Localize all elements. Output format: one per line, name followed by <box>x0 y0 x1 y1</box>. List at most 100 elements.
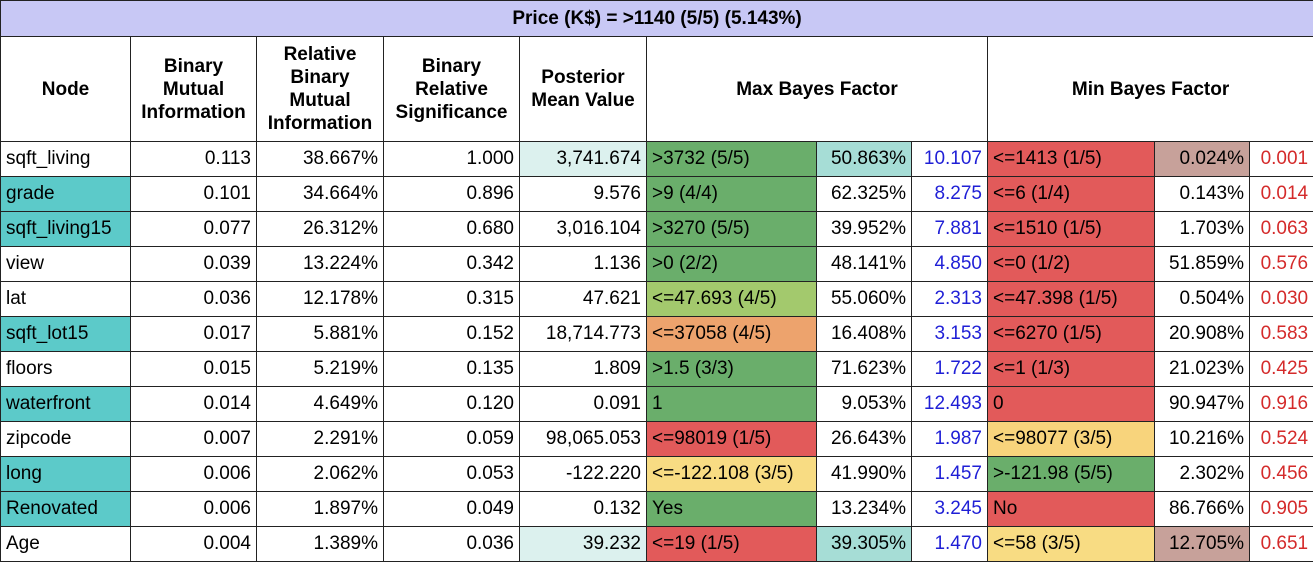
max-bf-cell: 7.881 <box>911 211 988 247</box>
max-pct-cell: 41.990% <box>816 456 912 492</box>
min-bf-cell: 0.905 <box>1248 491 1313 527</box>
min-state-cell: 0 <box>987 386 1155 422</box>
min-state-cell: <=47.398 (1/5) <box>987 281 1155 317</box>
max-bf-cell: 1.722 <box>911 351 988 387</box>
max-state-cell: >3270 (5/5) <box>646 211 817 247</box>
min-state-cell: No <box>987 491 1155 527</box>
table-row: waterfront 0.014 4.649% 0.120 0.091 1 9.… <box>0 386 1313 422</box>
max-bf-cell: 1.987 <box>911 421 988 457</box>
pmv-cell: 0.132 <box>519 491 647 527</box>
max-state-cell: <=37058 (4/5) <box>646 316 817 352</box>
rbmi-cell: 1.389% <box>256 526 384 562</box>
brs-cell: 0.120 <box>383 386 520 422</box>
max-pct-cell: 62.325% <box>816 176 912 212</box>
node-cell: Age <box>0 526 131 562</box>
max-bf-cell: 3.153 <box>911 316 988 352</box>
bmi-cell: 0.113 <box>130 141 257 177</box>
pmv-cell: -122.220 <box>519 456 647 492</box>
max-bf-cell: 1.470 <box>911 526 988 562</box>
node-cell: floors <box>0 351 131 387</box>
node-cell: lat <box>0 281 131 317</box>
min-pct-cell: 2.302% <box>1154 456 1250 492</box>
header-node: Node <box>0 36 131 142</box>
min-pct-cell: 0.504% <box>1154 281 1250 317</box>
pmv-cell: 47.621 <box>519 281 647 317</box>
brs-cell: 0.135 <box>383 351 520 387</box>
max-pct-cell: 48.141% <box>816 246 912 282</box>
min-pct-cell: 0.024% <box>1154 141 1250 177</box>
node-cell: sqft_lot15 <box>0 316 131 352</box>
pmv-cell: 39.232 <box>519 526 647 562</box>
table-row: Age 0.004 1.389% 0.036 39.232 <=19 (1/5)… <box>0 526 1313 562</box>
pmv-cell: 3,741.674 <box>519 141 647 177</box>
min-pct-cell: 51.859% <box>1154 246 1250 282</box>
table-row: grade 0.101 34.664% 0.896 9.576 >9 (4/4)… <box>0 176 1313 212</box>
min-state-cell: <=1 (1/3) <box>987 351 1155 387</box>
header-max-bayes-factor: Max Bayes Factor <box>646 36 988 142</box>
brs-cell: 0.049 <box>383 491 520 527</box>
rbmi-cell: 2.291% <box>256 421 384 457</box>
rbmi-cell: 26.312% <box>256 211 384 247</box>
max-pct-cell: 26.643% <box>816 421 912 457</box>
bmi-cell: 0.007 <box>130 421 257 457</box>
min-state-cell: >-121.98 (5/5) <box>987 456 1155 492</box>
bmi-cell: 0.004 <box>130 526 257 562</box>
bmi-cell: 0.006 <box>130 491 257 527</box>
brs-cell: 0.059 <box>383 421 520 457</box>
min-bf-cell: 0.916 <box>1248 386 1313 422</box>
brs-cell: 0.680 <box>383 211 520 247</box>
rbmi-cell: 2.062% <box>256 456 384 492</box>
max-pct-cell: 13.234% <box>816 491 912 527</box>
table-row: lat 0.036 12.178% 0.315 47.621 <=47.693 … <box>0 281 1313 317</box>
table-row: sqft_lot15 0.017 5.881% 0.152 18,714.773… <box>0 316 1313 352</box>
max-pct-cell: 39.952% <box>816 211 912 247</box>
table-row: long 0.006 2.062% 0.053 -122.220 <=-122.… <box>0 456 1313 492</box>
max-state-cell: <=98019 (1/5) <box>646 421 817 457</box>
min-bf-cell: 0.576 <box>1248 246 1313 282</box>
min-pct-cell: 20.908% <box>1154 316 1250 352</box>
min-pct-cell: 86.766% <box>1154 491 1250 527</box>
brs-cell: 0.036 <box>383 526 520 562</box>
min-bf-cell: 0.014 <box>1248 176 1313 212</box>
min-state-cell: <=98077 (3/5) <box>987 421 1155 457</box>
header-min-bayes-factor: Min Bayes Factor <box>986 36 1313 142</box>
min-bf-cell: 0.456 <box>1248 456 1313 492</box>
max-bf-cell: 3.245 <box>911 491 988 527</box>
max-pct-cell: 50.863% <box>816 141 912 177</box>
max-state-cell: 1 <box>646 386 817 422</box>
rbmi-cell: 1.897% <box>256 491 384 527</box>
pmv-cell: 18,714.773 <box>519 316 647 352</box>
min-pct-cell: 21.023% <box>1154 351 1250 387</box>
rbmi-cell: 38.667% <box>256 141 384 177</box>
header-row: Node Binary Mutual Information Relative Bin… <box>0 36 1313 142</box>
pmv-cell: 0.091 <box>519 386 647 422</box>
brs-cell: 1.000 <box>383 141 520 177</box>
min-state-cell: <=1413 (1/5) <box>987 141 1155 177</box>
min-pct-cell: 0.143% <box>1154 176 1250 212</box>
rbmi-cell: 5.219% <box>256 351 384 387</box>
min-state-cell: <=0 (1/2) <box>987 246 1155 282</box>
pmv-cell: 1.809 <box>519 351 647 387</box>
min-bf-cell: 0.583 <box>1248 316 1313 352</box>
max-bf-cell: 2.313 <box>911 281 988 317</box>
min-pct-cell: 90.947% <box>1154 386 1250 422</box>
min-pct-cell: 12.705% <box>1154 526 1250 562</box>
min-bf-cell: 0.063 <box>1248 211 1313 247</box>
node-cell: long <box>0 456 131 492</box>
header-pmv: Posterior Mean Value <box>519 36 647 142</box>
table-row: floors 0.015 5.219% 0.135 1.809 >1.5 (3/… <box>0 351 1313 387</box>
max-state-cell: Yes <box>646 491 817 527</box>
bmi-cell: 0.101 <box>130 176 257 212</box>
max-pct-cell: 55.060% <box>816 281 912 317</box>
max-bf-cell: 12.493 <box>911 386 988 422</box>
node-cell: sqft_living15 <box>0 211 131 247</box>
brs-cell: 0.896 <box>383 176 520 212</box>
node-cell: waterfront <box>0 386 131 422</box>
pmv-cell: 98,065.053 <box>519 421 647 457</box>
rbmi-cell: 13.224% <box>256 246 384 282</box>
min-state-cell: <=1510 (1/5) <box>987 211 1155 247</box>
min-bf-cell: 0.651 <box>1248 526 1313 562</box>
max-state-cell: <=47.693 (4/5) <box>646 281 817 317</box>
max-state-cell: >9 (4/4) <box>646 176 817 212</box>
